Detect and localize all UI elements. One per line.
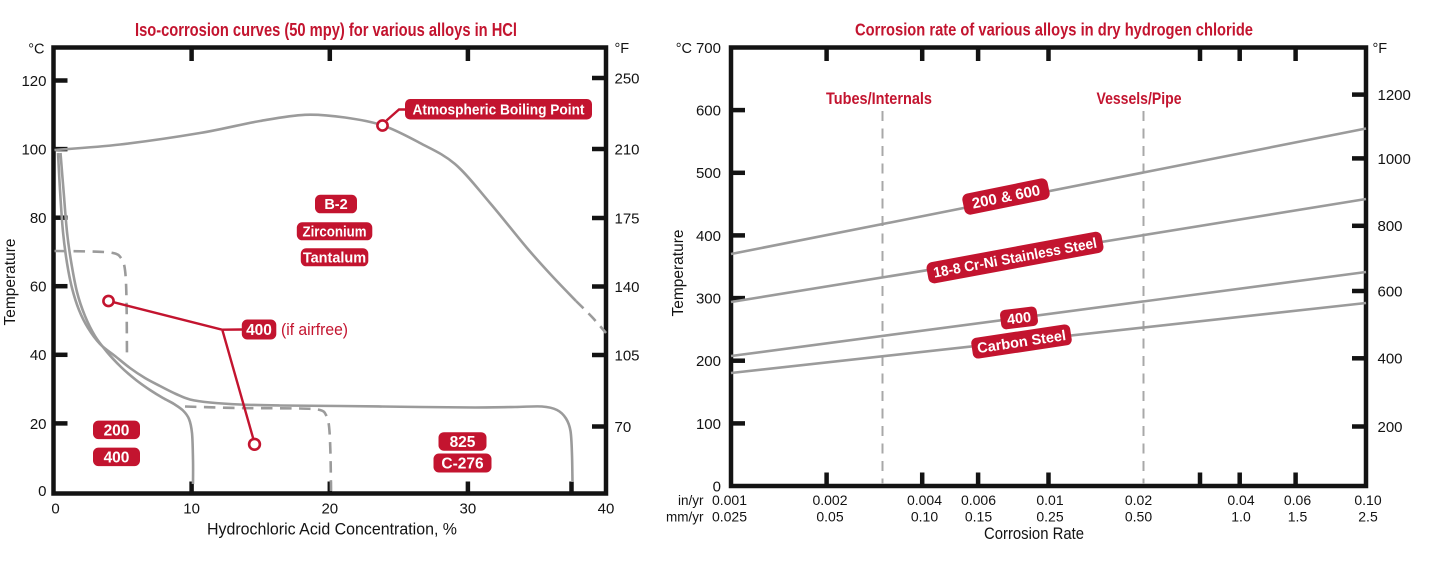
svg-text:Atmospheric Boiling Point: Atmospheric Boiling Point: [413, 102, 585, 119]
svg-text:700: 700: [696, 40, 721, 57]
svg-text:0.10: 0.10: [1354, 492, 1381, 508]
svg-text:250: 250: [615, 70, 640, 87]
svg-text:Iso-corrosion curves (50 mpy): Iso-corrosion curves (50 mpy) for variou…: [135, 19, 517, 40]
svg-text:0.05: 0.05: [816, 509, 843, 525]
svg-text:400: 400: [246, 322, 272, 339]
svg-text:Corrosion Rate: Corrosion Rate: [984, 524, 1084, 543]
svg-text:°C: °C: [28, 42, 44, 58]
svg-text:0.002: 0.002: [812, 492, 847, 508]
svg-text:C-276: C-276: [441, 456, 484, 473]
svg-text:0.02: 0.02: [1125, 492, 1152, 508]
svg-text:100: 100: [21, 142, 46, 159]
svg-text:60: 60: [30, 279, 47, 296]
svg-text:Tubes/Internals: Tubes/Internals: [826, 89, 932, 108]
svg-text:B-2: B-2: [324, 197, 347, 213]
svg-text:2.5: 2.5: [1358, 509, 1378, 525]
svg-text:Hydrochloric Acid Concentratio: Hydrochloric Acid Concentration, %: [207, 520, 457, 539]
svg-text:0.15: 0.15: [965, 509, 992, 525]
svg-text:100: 100: [696, 416, 721, 433]
svg-text:1.5: 1.5: [1288, 509, 1308, 525]
svg-text:0.25: 0.25: [1036, 509, 1063, 525]
svg-text:0.10: 0.10: [911, 509, 938, 525]
svg-text:0.006: 0.006: [961, 492, 996, 508]
svg-text:30: 30: [460, 501, 477, 518]
svg-text:°F: °F: [615, 41, 630, 57]
svg-text:0.025: 0.025: [712, 509, 747, 525]
svg-text:1200: 1200: [1378, 87, 1411, 104]
svg-text:400: 400: [104, 449, 130, 466]
svg-text:Corrosion rate of various allo: Corrosion rate of various alloys in dry …: [855, 20, 1253, 40]
svg-text:mm/yr: mm/yr: [666, 510, 704, 525]
svg-text:1.0: 1.0: [1231, 509, 1251, 525]
svg-text:Temperature: Temperature: [2, 238, 19, 325]
svg-text:175: 175: [615, 210, 640, 227]
svg-text:0.04: 0.04: [1227, 492, 1254, 508]
svg-text:20: 20: [30, 416, 47, 433]
svg-text:300: 300: [696, 291, 721, 308]
svg-text:Tantalum: Tantalum: [303, 250, 366, 266]
svg-text:140: 140: [615, 279, 640, 296]
svg-text:70: 70: [615, 419, 632, 436]
svg-text:°F: °F: [1373, 41, 1388, 57]
svg-text:800: 800: [1378, 218, 1403, 235]
svg-text:80: 80: [30, 210, 47, 227]
svg-text:1000: 1000: [1378, 151, 1411, 168]
svg-text:600: 600: [1378, 283, 1403, 300]
svg-text:°C: °C: [676, 41, 692, 57]
svg-text:105: 105: [615, 347, 640, 364]
svg-text:200: 200: [104, 422, 130, 439]
svg-text:Temperature: Temperature: [670, 229, 687, 316]
svg-text:0: 0: [38, 483, 46, 500]
svg-text:0.004: 0.004: [907, 492, 942, 508]
svg-text:200: 200: [696, 353, 721, 370]
svg-text:0.06: 0.06: [1284, 492, 1311, 508]
svg-text:400: 400: [1006, 310, 1032, 329]
svg-text:40: 40: [598, 501, 615, 518]
svg-text:120: 120: [21, 73, 46, 90]
svg-text:0.50: 0.50: [1125, 509, 1152, 525]
svg-text:0: 0: [51, 501, 59, 518]
svg-text:0.001: 0.001: [712, 492, 747, 508]
svg-text:400: 400: [696, 228, 721, 245]
svg-text:0.01: 0.01: [1036, 492, 1063, 508]
svg-text:200: 200: [1378, 419, 1403, 436]
svg-text:210: 210: [615, 141, 640, 158]
svg-text:10: 10: [183, 501, 200, 518]
svg-text:20: 20: [321, 501, 338, 518]
svg-text:(if airfree): (if airfree): [281, 321, 348, 339]
svg-text:Zirconium: Zirconium: [303, 224, 367, 240]
svg-text:600: 600: [696, 103, 721, 120]
svg-text:500: 500: [696, 165, 721, 182]
svg-text:40: 40: [30, 347, 47, 364]
svg-text:825: 825: [450, 434, 476, 451]
svg-text:400: 400: [1378, 351, 1403, 368]
svg-text:Vessels/Pipe: Vessels/Pipe: [1097, 89, 1182, 108]
svg-text:0: 0: [713, 478, 721, 495]
svg-text:in/yr: in/yr: [678, 493, 704, 508]
